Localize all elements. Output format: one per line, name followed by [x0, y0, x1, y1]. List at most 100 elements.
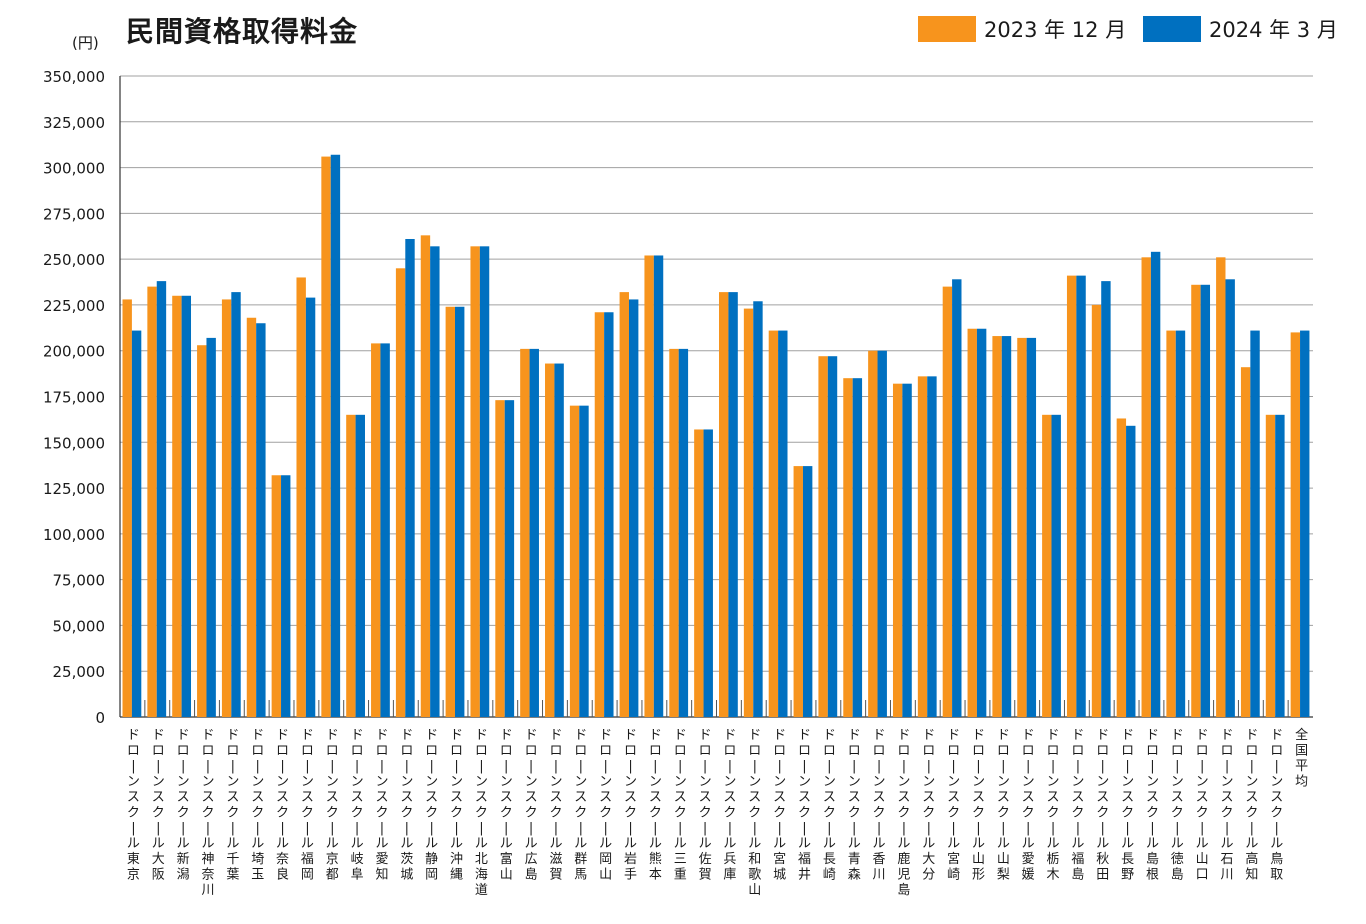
bar-2024-03: [1225, 279, 1235, 717]
y-tick-label: 25,000: [53, 663, 106, 681]
y-tick-label: 300,000: [43, 160, 105, 178]
x-tick-label: ドロ|ンスク|ル福岡: [301, 728, 314, 883]
bar-2024-03: [1026, 337, 1037, 717]
bar-2023-12: [669, 348, 679, 717]
x-tick-label: ドロ|ンスク|ル秋田: [1096, 728, 1109, 883]
x-tick-label: ドロ|ンスク|ル茨城: [400, 728, 413, 883]
bar-2023-12: [1191, 284, 1201, 717]
x-tick-label: 全国平均: [1295, 727, 1308, 790]
x-tick-label: ドロ|ンスク|ル高知: [1245, 728, 1258, 883]
chart-title: 民間資格取得料金: [126, 15, 359, 48]
x-tick-label: ドロ|ンスク|ル徳島: [1171, 728, 1184, 883]
bar-2024-03: [1076, 275, 1086, 717]
bar-2024-03: [131, 330, 142, 717]
bar-2023-12: [743, 308, 754, 717]
y-tick-label: 50,000: [53, 617, 106, 635]
x-tick-label: ドロ|ンスク|ル山口: [1196, 728, 1209, 883]
bar-2023-12: [694, 429, 704, 717]
x-tick-label: ドロ|ンスク|ル福島: [1071, 728, 1084, 883]
bar-2023-12: [520, 348, 530, 717]
bar-2023-12: [818, 356, 828, 717]
x-tick-label: ドロ|ンスク|ル広島: [525, 728, 538, 883]
bar-2023-12: [1042, 414, 1052, 717]
bar-2024-03: [156, 281, 167, 717]
x-tick-label: ドロ|ンスク|ル千葉: [226, 728, 239, 883]
bar-2024-03: [802, 466, 813, 717]
bar-2024-03: [455, 306, 465, 717]
bar-2024-03: [330, 154, 341, 717]
y-tick-label: 225,000: [43, 297, 105, 315]
bar-2024-03: [1300, 330, 1310, 717]
y-tick-label: 175,000: [43, 389, 105, 407]
bar-2023-12: [1240, 367, 1251, 717]
bar-2024-03: [628, 299, 639, 717]
legend-swatch-2024: [1143, 16, 1201, 42]
y-tick-label: 100,000: [43, 526, 105, 544]
bar-2023-12: [395, 268, 406, 717]
bar-2024-03: [827, 356, 838, 717]
bar-2023-12: [868, 350, 878, 717]
bar-2023-12: [1116, 418, 1127, 717]
y-tick-label: 150,000: [43, 434, 105, 452]
bar-2024-03: [380, 343, 390, 717]
bar-2024-03: [1101, 281, 1111, 717]
bar-2023-12: [321, 156, 331, 717]
y-tick-label: 275,000: [43, 205, 105, 223]
bar-2024-03: [554, 363, 564, 717]
x-tick-label: ドロ|ンスク|ル愛知: [375, 728, 388, 883]
x-tick-label: ドロ|ンスク|ル宮崎: [947, 728, 960, 883]
bar-2024-03: [1051, 414, 1061, 717]
bar-2023-12: [619, 292, 629, 717]
bar-2024-03: [355, 414, 365, 717]
x-tick-label: ドロ|ンスク|ル岐阜: [351, 728, 364, 883]
bar-2023-12: [843, 378, 853, 717]
x-tick-label: ドロ|ンスク|ル大分: [922, 728, 935, 883]
bar-2023-12: [992, 336, 1002, 717]
bar-2023-12: [122, 299, 132, 717]
x-tick-label: ドロ|ンスク|ル鹿児島: [897, 728, 910, 898]
bar-2024-03: [902, 383, 912, 717]
bar-2024-03: [952, 279, 962, 717]
bar-2024-03: [728, 292, 738, 717]
bar-2024-03: [604, 312, 614, 717]
bar-2023-12: [917, 376, 928, 717]
x-tick-label: ドロ|ンスク|ル熊本: [649, 728, 662, 883]
x-tick-label: ドロ|ンスク|ル佐賀: [699, 728, 712, 883]
x-tick-label: ドロ|ンスク|ル兵庫: [723, 728, 736, 883]
bar-2024-03: [1275, 414, 1285, 717]
x-tick-label: ドロ|ンスク|ル三重: [674, 728, 687, 883]
bar-2023-12: [569, 405, 580, 717]
x-tick-label: ドロ|ンスク|ル鳥取: [1270, 728, 1283, 883]
bar-2024-03: [1250, 330, 1260, 717]
y-tick-label: 250,000: [43, 251, 105, 269]
y-tick-label: 75,000: [53, 572, 106, 590]
bar-2024-03: [1175, 330, 1186, 717]
bar-2024-03: [1150, 251, 1161, 717]
bar-2023-12: [172, 295, 182, 717]
x-tick-label: ドロ|ンスク|ル山形: [972, 728, 985, 883]
x-tick-label: ドロ|ンスク|ル京都: [326, 728, 339, 883]
bar-2024-03: [753, 301, 763, 717]
bar-2023-12: [420, 235, 431, 717]
x-tick-label: ドロ|ンスク|ル奈良: [276, 728, 289, 883]
bar-2024-03: [181, 295, 192, 717]
bar-2024-03: [206, 337, 216, 717]
x-tick-label: ドロ|ンスク|ル香川: [873, 728, 886, 883]
legend-label-2023: 2023 年 12 月: [984, 18, 1127, 42]
legend-swatch-2023: [918, 16, 976, 42]
bar-2023-12: [197, 345, 207, 717]
bar-2023-12: [1290, 332, 1301, 717]
bar-2023-12: [967, 328, 977, 717]
bar-2024-03: [529, 348, 539, 717]
bar-2023-12: [495, 400, 505, 717]
x-tick-label: ドロ|ンスク|ル長崎: [823, 728, 836, 883]
x-tick-label: ドロ|ンスク|ル石川: [1221, 728, 1234, 883]
x-tick-label: ドロ|ンスク|ル福井: [798, 728, 811, 883]
bar-2023-12: [1265, 414, 1276, 717]
bar-2024-03: [1126, 425, 1136, 717]
x-tick-label: ドロ|ンスク|ル富山: [500, 728, 513, 883]
bar-2023-12: [594, 312, 605, 717]
bar-2023-12: [296, 277, 306, 717]
bar-2024-03: [927, 376, 937, 717]
